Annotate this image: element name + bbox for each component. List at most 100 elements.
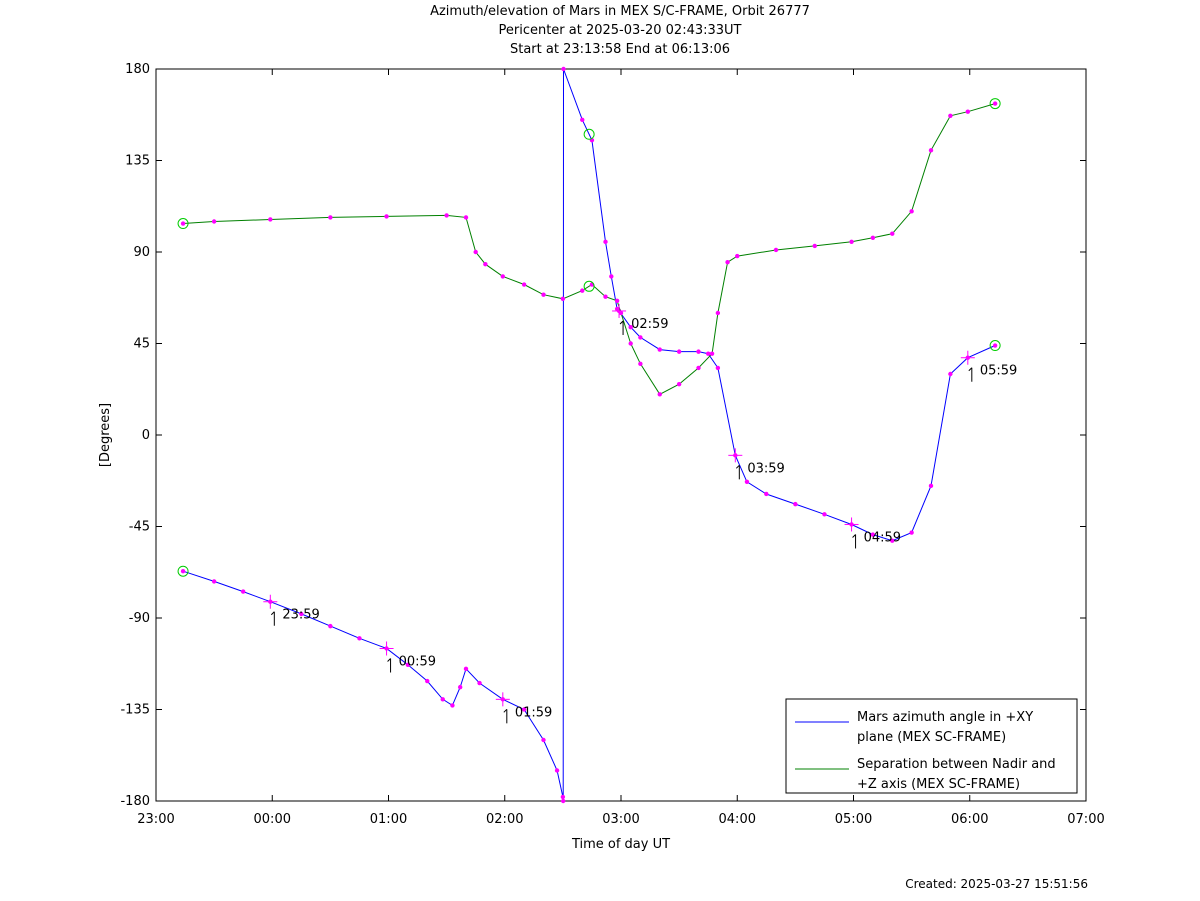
endpoint-marker xyxy=(989,340,1001,352)
data-point xyxy=(180,569,186,574)
data-point xyxy=(457,684,463,690)
data-point xyxy=(211,219,217,224)
data-point xyxy=(696,349,701,354)
x-tick-label: 23:00 xyxy=(137,812,174,827)
data-point xyxy=(812,243,817,249)
data-point xyxy=(638,361,643,367)
data-point xyxy=(521,282,527,287)
data-point xyxy=(793,501,798,507)
x-tick-label: 02:00 xyxy=(486,812,523,827)
data-point xyxy=(180,221,186,226)
data-point xyxy=(240,589,246,594)
data-point xyxy=(477,680,482,686)
endpoint-marker xyxy=(989,98,1001,110)
data-point xyxy=(483,262,488,267)
legend-label-0: Mars azimuth angle in +XY xyxy=(857,710,1033,725)
y-tick-label: -135 xyxy=(120,703,150,718)
y-tick-label: 180 xyxy=(125,62,150,77)
data-point xyxy=(500,274,506,279)
data-point xyxy=(560,296,566,301)
y-tick-label: 90 xyxy=(133,245,150,260)
data-point xyxy=(405,662,411,667)
data-point xyxy=(328,215,333,220)
data-point xyxy=(676,349,682,354)
endpoint-marker xyxy=(177,565,189,577)
data-point xyxy=(473,249,478,255)
y-tick-label: -90 xyxy=(129,611,150,626)
data-point xyxy=(638,335,643,340)
created-timestamp: Created: 2025-03-27 15:51:56 xyxy=(905,877,1088,891)
endpoint-marker xyxy=(583,128,595,140)
data-point xyxy=(463,215,469,220)
data-point xyxy=(425,678,430,684)
hour-label: 02:59 xyxy=(631,317,668,332)
data-point xyxy=(764,491,769,497)
chart-title-line-1: Azimuth/elevation of Mars in MEX S/C-FRA… xyxy=(430,4,810,19)
data-point xyxy=(560,798,566,804)
y-axis-label: [Degrees] xyxy=(98,403,113,467)
data-point xyxy=(676,381,682,387)
legend-label-0-cont: plane (MEX SC-FRAME) xyxy=(857,730,1006,745)
x-tick-label: 04:00 xyxy=(719,812,756,827)
y-tick-label: 45 xyxy=(133,337,150,352)
data-point xyxy=(463,666,469,672)
data-point xyxy=(870,532,876,537)
data-point xyxy=(890,231,895,236)
plot-frame xyxy=(155,68,1087,802)
legend-label-1: Separation between Nadir and xyxy=(857,757,1056,772)
legend-box xyxy=(785,698,1078,794)
data-point xyxy=(580,117,585,123)
data-point xyxy=(992,343,998,348)
data-point xyxy=(849,239,854,245)
y-tick-label: 135 xyxy=(125,154,150,169)
data-point xyxy=(444,213,449,218)
data-point xyxy=(521,707,527,712)
data-point xyxy=(909,209,914,214)
data-point xyxy=(614,298,620,303)
x-tick-label: 01:00 xyxy=(370,812,407,827)
data-point xyxy=(948,113,953,118)
data-point xyxy=(965,109,971,114)
chart-title-line-3: Start at 23:13:58 End at 06:13:06 xyxy=(509,42,731,57)
data-point xyxy=(328,623,333,629)
data-point xyxy=(384,214,389,219)
hour-arrow-head xyxy=(735,464,740,469)
data-point xyxy=(450,703,455,708)
data-point xyxy=(541,292,546,297)
hour-arrow-head xyxy=(387,658,391,662)
hour-label: 05:59 xyxy=(980,364,1017,379)
chart-title-line-2: Pericenter at 2025-03-20 02:43:33UT xyxy=(498,23,742,38)
data-point xyxy=(211,579,217,584)
data-point xyxy=(696,365,701,371)
hour-arrow-head xyxy=(270,611,275,616)
data-point xyxy=(657,347,662,352)
hour-label: 23:59 xyxy=(282,608,319,623)
x-tick-label: 06:00 xyxy=(951,812,988,827)
x-tick-label: 07:00 xyxy=(1067,812,1104,827)
hour-arrow-head xyxy=(503,708,508,713)
y-tick-label: 0 xyxy=(142,428,150,443)
x-tick-label: 05:00 xyxy=(835,812,872,827)
data-point xyxy=(628,325,633,330)
data-point xyxy=(603,239,608,245)
data-point xyxy=(561,66,566,72)
data-point xyxy=(603,294,608,299)
data-point xyxy=(715,310,721,316)
data-point xyxy=(709,351,715,356)
data-point xyxy=(560,794,566,800)
data-point xyxy=(657,392,662,397)
series-line-1 xyxy=(183,103,996,395)
data-point xyxy=(705,351,711,356)
endpoint-marker xyxy=(583,280,595,292)
data-point xyxy=(580,288,585,293)
data-point xyxy=(744,479,750,484)
hour-arrow-head xyxy=(968,367,973,372)
data-point xyxy=(609,274,614,279)
legend-label-1-cont: +Z axis (MEX SC-FRAME) xyxy=(857,777,1020,792)
data-point xyxy=(440,697,445,702)
data-point xyxy=(773,247,779,253)
hour-label: 00:59 xyxy=(399,655,436,670)
data-point xyxy=(715,365,721,371)
endpoint-marker xyxy=(177,218,189,230)
